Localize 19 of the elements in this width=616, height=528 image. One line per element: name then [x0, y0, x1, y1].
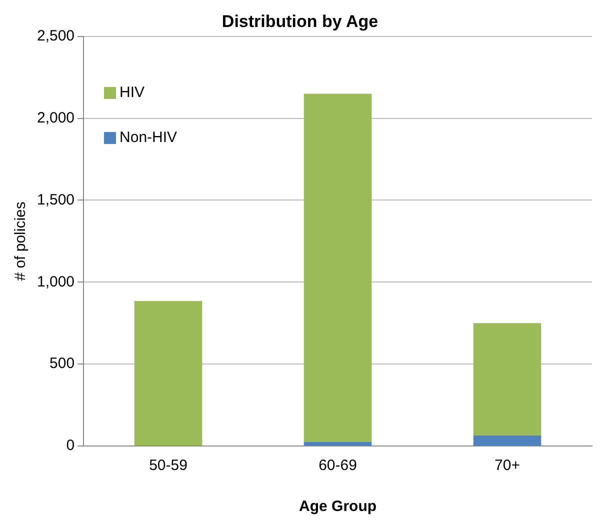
y-tick-label: 500: [50, 355, 75, 372]
chart-title: Distribution by Age: [222, 12, 378, 31]
x-tick-label: 60-69: [318, 457, 357, 474]
y-tick-label: 1,500: [36, 191, 75, 208]
y-tick-label: 0: [66, 437, 75, 454]
bar: [473, 323, 542, 436]
legend-label: HIV: [120, 84, 145, 102]
x-tick-label: 70+: [494, 457, 520, 474]
bar: [304, 442, 372, 446]
bar: [134, 301, 202, 446]
y-tick-label: 2,000: [36, 109, 75, 126]
x-tick-label: 50-59: [149, 457, 188, 474]
y-tick-label: 2,500: [36, 28, 75, 45]
x-axis-title: Age Group: [299, 498, 377, 516]
bar: [473, 435, 542, 446]
y-tick-label: 1,000: [36, 273, 75, 290]
y-axis-title: # of policies: [12, 202, 30, 281]
legend-label: Non-HIV: [120, 129, 178, 146]
bar: [304, 94, 372, 442]
